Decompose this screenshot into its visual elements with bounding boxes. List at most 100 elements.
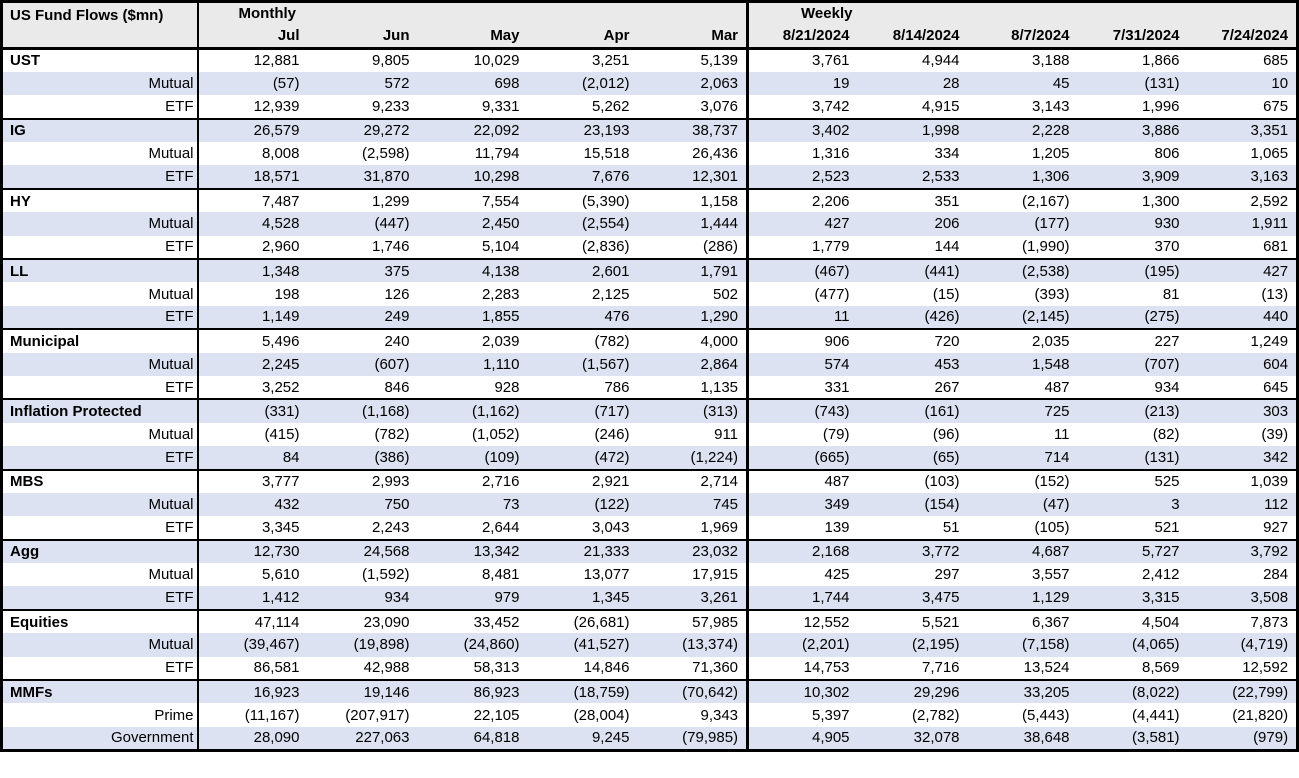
table-row-agg-mutual: Mutual 5,610 (1,592) 8,481 13,077 17,915 425 29… (1, 563, 1298, 587)
value-cell: 476 (527, 305, 638, 330)
value-cell: (154) (857, 492, 968, 517)
value-cell: 427 (746, 212, 858, 236)
value-cell: 425 (746, 563, 858, 587)
value-cell: (1,162) (417, 398, 528, 423)
value-cell: 675 (1187, 95, 1298, 119)
value-cell: 3,909 (1077, 165, 1188, 189)
value-cell: 2,243 (307, 516, 418, 540)
value-cell: (707) (1077, 352, 1188, 376)
value-cell: (2,195) (857, 633, 968, 657)
value-cell: 2,993 (307, 468, 418, 493)
value-cell: 3,777 (197, 468, 308, 493)
value-cell: 1,149 (197, 305, 308, 330)
value-cell: 26,436 (637, 142, 748, 166)
value-cell: 139 (746, 516, 858, 540)
value-cell: 1,129 (967, 586, 1078, 610)
value-cell: 23,032 (637, 538, 748, 564)
row-label-mutual: Mutual (1, 71, 199, 96)
value-cell: 3,792 (1187, 538, 1298, 564)
value-cell: 725 (967, 398, 1078, 423)
table-row-hy-etf: ETF 2,960 1,746 5,104 (2,836) (286) 1,779 144 (1… (1, 235, 1298, 260)
value-cell: 33,205 (967, 679, 1078, 704)
value-cell: 24,568 (307, 538, 418, 564)
col-header-7-24-2024: 7/24/2024 (1187, 23, 1298, 49)
table-row-ll-mutual: Mutual 198 126 2,283 2,125 502 (477) (15) (393) 8… (1, 282, 1298, 306)
value-cell: 2,450 (417, 212, 528, 236)
value-cell: 227 (1077, 328, 1188, 353)
value-cell: (426) (857, 305, 968, 330)
value-cell: 3,076 (637, 95, 748, 119)
value-cell: 14,846 (527, 656, 638, 681)
table-row-mbs-etf: ETF 3,345 2,243 2,644 3,043 1,969 139 51 (105) 52… (1, 516, 1298, 540)
value-cell: 934 (307, 586, 418, 610)
value-cell: 227,063 (307, 726, 418, 751)
value-cell: 64,818 (417, 726, 528, 751)
value-cell: 1,911 (1187, 212, 1298, 236)
value-cell: (467) (746, 257, 858, 283)
value-cell: 2,168 (746, 538, 858, 564)
band-row: US Fund Flows ($mn) Monthly Weekly (1, 1, 1298, 49)
value-cell: 51 (857, 516, 968, 540)
value-cell: 11 (967, 422, 1078, 447)
value-cell: 1,969 (637, 516, 748, 540)
value-cell: (11,167) (197, 703, 308, 727)
value-cell: (275) (1077, 305, 1188, 330)
value-cell: (21,820) (1187, 703, 1298, 727)
value-cell: 3,345 (197, 516, 308, 540)
table-row-ust-etf: ETF 12,939 9,233 9,331 5,262 3,076 3,742 4,915 3… (1, 95, 1298, 119)
table-row-hy: HY 7,487 1,299 7,554 (5,390) 1,158 2,206 351 (2,… (1, 187, 1298, 213)
value-cell: 2,533 (857, 165, 968, 189)
value-cell: (82) (1077, 422, 1188, 447)
value-cell: (1,592) (307, 563, 418, 587)
value-cell: 9,343 (637, 703, 748, 727)
value-cell: 19 (746, 71, 858, 96)
value-cell: 7,554 (417, 187, 528, 213)
value-cell: 2,039 (417, 328, 528, 353)
value-cell: 714 (967, 446, 1078, 470)
value-cell: 8,008 (197, 142, 308, 166)
value-cell: 930 (1077, 212, 1188, 236)
value-cell: (213) (1077, 398, 1188, 423)
col-header-8-14-2024: 8/14/2024 (857, 23, 968, 49)
table-row-agg: Agg 12,730 24,568 13,342 21,333 23,032 2,168 3,… (1, 538, 1298, 564)
value-cell: (2,538) (967, 257, 1078, 283)
value-cell: 81 (1077, 282, 1188, 306)
value-cell: 26,579 (197, 117, 308, 143)
value-cell: 349 (746, 492, 858, 517)
row-label-etf: ETF (1, 516, 199, 540)
row-label-etf: ETF (1, 235, 199, 260)
value-cell: (979) (1187, 726, 1298, 751)
value-cell: 2,601 (527, 257, 638, 283)
value-cell: 57,985 (637, 608, 748, 634)
value-cell: (39,467) (197, 633, 308, 657)
value-cell: 7,873 (1187, 608, 1298, 634)
value-cell: (2,167) (967, 187, 1078, 213)
table-row-ust: UST 12,881 9,805 10,029 3,251 5,139 3,761 4,944… (1, 47, 1298, 72)
value-cell: 375 (307, 257, 418, 283)
value-cell: 3,252 (197, 375, 308, 400)
value-cell: 1,791 (637, 257, 748, 283)
value-cell: 4,000 (637, 328, 748, 353)
value-cell: 2,714 (637, 468, 748, 493)
value-cell: 4,504 (1077, 608, 1188, 634)
value-cell: 38,737 (637, 117, 748, 143)
value-cell: (131) (1077, 446, 1188, 470)
value-cell: 4,687 (967, 538, 1078, 564)
value-cell: 29,272 (307, 117, 418, 143)
value-cell: 572 (307, 71, 418, 96)
row-label-mutual: Mutual (1, 633, 199, 657)
value-cell: 1,065 (1187, 142, 1298, 166)
value-cell: 685 (1187, 47, 1298, 72)
value-cell: 4,138 (417, 257, 528, 283)
value-cell: 487 (967, 375, 1078, 400)
value-cell: (1,990) (967, 235, 1078, 260)
value-cell: 29,296 (857, 679, 968, 704)
value-cell: (26,681) (527, 608, 638, 634)
column-headers-row: Jul Jun May Apr Mar 8/21/2024 8/14/2024 8/7/202… (2, 23, 1298, 49)
value-cell: 370 (1077, 235, 1188, 260)
value-cell: (79) (746, 422, 858, 447)
value-cell: (2,598) (307, 142, 418, 166)
value-cell: 1,548 (967, 352, 1078, 376)
value-cell: 8,481 (417, 563, 528, 587)
row-label-ust: UST (1, 47, 199, 72)
